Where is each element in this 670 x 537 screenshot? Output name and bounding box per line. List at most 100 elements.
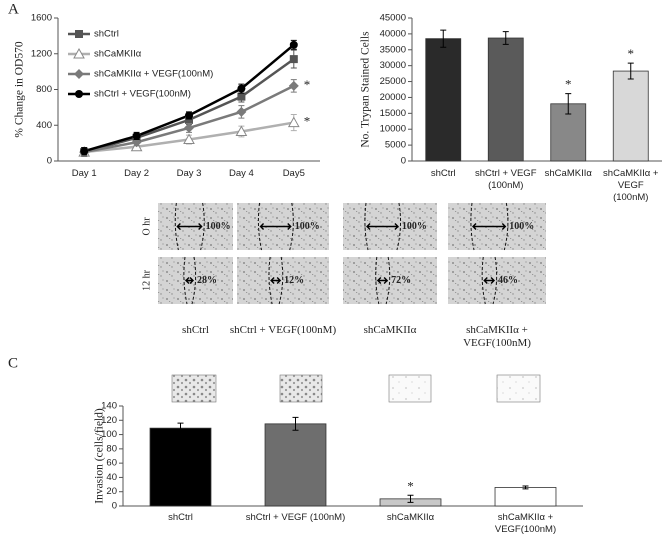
y-tick-label: 20 (106, 486, 117, 497)
y-tick-label: 1600 (31, 13, 52, 24)
point (184, 122, 194, 133)
y-tick-label: 60 (106, 458, 117, 469)
error-bar (177, 422, 184, 434)
point (289, 40, 298, 49)
y-tick-label: 80 (106, 443, 117, 454)
column-label: shCaMKIIα (363, 324, 417, 336)
x-tick-label: shCtrl (168, 512, 193, 523)
y-tick-label: 400 (36, 120, 52, 131)
x-tick-label: shCtrl + VEGF (100nM) (245, 512, 346, 523)
error-bar (502, 31, 509, 45)
panel-label: A (8, 1, 19, 17)
y-axis-label: Invasion (cells/field) (94, 408, 106, 504)
point (237, 84, 246, 93)
x-tick-label: Day 1 (71, 168, 97, 179)
point (235, 125, 248, 137)
legend-marker (75, 30, 83, 38)
error-bar (440, 29, 447, 48)
y-axis-label: % Change in OD570 (14, 41, 26, 137)
point (185, 115, 193, 124)
x-tick-label: Day5 (282, 168, 305, 179)
y-tick-label: 40000 (380, 28, 406, 39)
wound-image (343, 257, 437, 304)
column-label: shCtrl (182, 324, 209, 336)
wound-arrow (366, 223, 399, 230)
y-tick-label: 20000 (380, 92, 406, 103)
closure-label: 100% (509, 221, 534, 232)
closure-label: 100% (295, 221, 320, 232)
x-tick-label: Day 4 (228, 168, 254, 179)
wound-arrow (483, 277, 496, 284)
y-tick-label: 40 (106, 472, 117, 483)
legend-label: shCaMKIIα + VEGF(100nM) (94, 69, 213, 80)
wound-arrow (376, 277, 389, 284)
wound-arrow (472, 223, 507, 230)
bar (149, 427, 212, 507)
closure-label: 72% (391, 275, 411, 286)
legend-label: shCtrl + VEGF(100nM) (94, 89, 191, 100)
error-bar (627, 62, 634, 80)
row-label: 12 hr (141, 269, 152, 291)
wound-arrow (176, 223, 203, 230)
wound-arrow (185, 277, 194, 284)
bar (612, 70, 649, 162)
point (288, 80, 299, 91)
thumbnail (279, 374, 323, 403)
y-tick-label: 30000 (380, 60, 406, 71)
y-tick-label: 1200 (31, 48, 52, 59)
closure-label: 28% (197, 275, 217, 286)
x-tick-label: shCtrl (430, 168, 456, 179)
point (287, 116, 300, 128)
point (236, 106, 247, 117)
y-tick-label: 25000 (380, 76, 406, 87)
bar (494, 487, 557, 507)
closure-label: 12% (284, 275, 304, 286)
x-tick-label: shCaMKIIα (386, 512, 435, 523)
x-tick-label: shCtrl + VEGF (100nM) (475, 168, 537, 191)
point (289, 55, 298, 64)
significance-marker: * (407, 478, 414, 493)
bar (264, 423, 327, 507)
y-tick-label: 800 (36, 84, 52, 95)
wound-image (237, 257, 329, 304)
significance-marker: * (628, 46, 635, 61)
wound-image (448, 257, 546, 304)
point (183, 133, 195, 145)
thumbnail (388, 374, 432, 403)
row-label: O hr (141, 217, 152, 236)
significance-marker: * (565, 77, 572, 92)
x-tick-label: shCaMKIIα (544, 168, 592, 179)
wound-image (158, 257, 233, 304)
column-label: shCtrl + VEGF(100nM) (229, 324, 337, 336)
y-tick-label: 10000 (380, 124, 406, 135)
y-tick-label: 140 (101, 401, 117, 412)
closure-label: 100% (402, 221, 427, 232)
y-tick-label: 15000 (380, 108, 406, 119)
y-tick-label: 120 (101, 415, 117, 426)
wound-arrow (270, 277, 282, 284)
significance-marker: * (304, 114, 311, 129)
x-tick-label: shCaMKIIα + VEGF (100nM) (603, 168, 659, 203)
closure-label: 100% (206, 221, 231, 232)
x-tick-label: Day 2 (124, 168, 149, 179)
legend-marker (75, 90, 83, 98)
bar (487, 37, 524, 162)
legend-marker (73, 47, 85, 59)
point (237, 92, 246, 101)
x-tick-label: shCaMKIIα + VEGF(100nM) (494, 512, 557, 535)
wound-arrow (259, 223, 292, 230)
panel-label: C (8, 355, 18, 371)
point (185, 111, 193, 120)
y-tick-label: 0 (47, 156, 52, 167)
y-tick-label: 45000 (380, 13, 406, 24)
bar (425, 38, 462, 162)
point (80, 147, 89, 156)
thumbnail (171, 374, 217, 403)
y-tick-label: 0 (401, 156, 406, 167)
error-bar (522, 485, 529, 490)
error-bar (292, 416, 299, 431)
column-label: shCaMKIIα + VEGF(100nM) (463, 324, 531, 349)
thumbnail (496, 374, 541, 403)
